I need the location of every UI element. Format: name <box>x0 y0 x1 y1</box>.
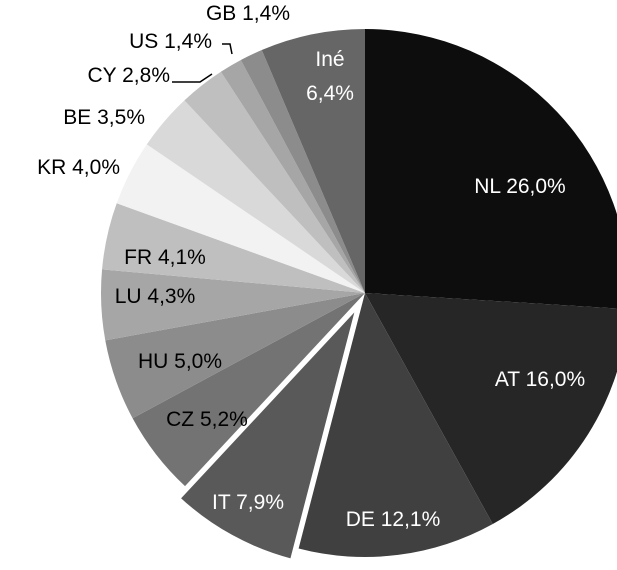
value-label: 26,0% <box>506 175 566 198</box>
pie-slice <box>261 29 365 293</box>
slice-label: NL 26,0% <box>474 175 565 198</box>
slice-label: GB 1,4% <box>206 2 290 25</box>
pie-slice <box>220 60 365 293</box>
slice-label: Iné 6,4% <box>306 48 354 105</box>
slice-label: LU 4,3% <box>115 285 196 308</box>
category-name: Iné <box>315 48 344 71</box>
value-label: 5,2% <box>200 408 248 431</box>
value-label: 6,4% <box>306 82 354 105</box>
slice-label: KR 4,0% <box>37 156 120 179</box>
pie-slice <box>365 29 617 309</box>
pie-slice <box>132 293 365 487</box>
pie-slice <box>365 293 617 525</box>
leader-line <box>222 43 233 55</box>
value-label: 2,8% <box>122 64 170 87</box>
value-label: 3,5% <box>97 106 145 129</box>
category-name: CZ <box>166 408 194 431</box>
category-name: US <box>129 30 158 53</box>
slice-label: IT 7,9% <box>212 491 284 514</box>
slice-label: CZ 5,2% <box>166 408 248 431</box>
category-name: LU <box>115 285 142 308</box>
pie-slice <box>146 100 365 293</box>
pie-slice <box>298 293 493 557</box>
slice-label: DE 12,1% <box>346 508 441 531</box>
value-label: 4,1% <box>158 246 206 269</box>
slice-label: HU 5,0% <box>138 350 222 373</box>
category-name: GB <box>206 2 236 25</box>
pie-slice <box>240 50 365 293</box>
category-name: BE <box>63 106 91 129</box>
pie-slice <box>101 269 365 341</box>
slice-label: AT 16,0% <box>495 368 585 391</box>
slice-label: US 1,4% <box>129 30 212 53</box>
slice-label: CY 2,8% <box>87 64 170 87</box>
category-name: KR <box>37 156 66 179</box>
slice-label: BE 3,5% <box>63 106 145 129</box>
value-label: 1,4% <box>242 2 290 25</box>
slices: NL 26,0% AT 16,0% DE 12,1% IT 7,9% CZ 5,2% HU… <box>37 2 617 564</box>
pie-slice <box>102 203 366 293</box>
pie-slice <box>184 71 365 294</box>
value-label: 12,1% <box>381 508 441 531</box>
category-name: HU <box>138 350 168 373</box>
category-name: FR <box>124 246 152 269</box>
pie-slice <box>116 144 365 293</box>
value-label: 1,4% <box>164 30 212 53</box>
slice-label: FR 4,1% <box>124 246 206 269</box>
value-label: 16,0% <box>526 368 586 391</box>
pie-slice <box>105 293 366 419</box>
value-label: 4,3% <box>147 285 195 308</box>
category-name: CY <box>87 64 116 87</box>
category-name: NL <box>474 175 500 198</box>
value-label: 5,0% <box>174 350 222 373</box>
category-name: AT <box>495 368 520 391</box>
value-label: 7,9% <box>236 491 284 514</box>
pie-slice <box>175 303 361 564</box>
category-name: DE <box>346 508 375 531</box>
category-name: IT <box>212 491 231 514</box>
leader-line <box>172 73 213 83</box>
value-label: 4,0% <box>72 156 120 179</box>
